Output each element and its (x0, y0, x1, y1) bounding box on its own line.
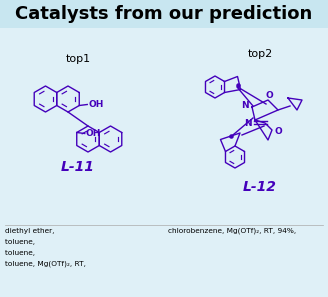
Text: chlorobenzene, Mg(OTf)₂, RT, 94%,: chlorobenzene, Mg(OTf)₂, RT, 94%, (168, 228, 298, 234)
Text: Catalysts from our prediction: Catalysts from our prediction (15, 5, 313, 23)
Text: diethyl ether,: diethyl ether, (5, 228, 57, 234)
Text: toluene,: toluene, (5, 250, 37, 256)
Text: OH: OH (88, 100, 104, 109)
Text: OH: OH (86, 129, 101, 138)
Text: N: N (241, 102, 249, 110)
Text: N: N (244, 119, 252, 127)
Text: O: O (274, 127, 282, 137)
FancyBboxPatch shape (0, 0, 328, 28)
Text: top1: top1 (66, 54, 91, 64)
Text: O: O (265, 91, 273, 99)
Point (229, 134, 234, 139)
Text: toluene, Mg(OTf)₂, RT,: toluene, Mg(OTf)₂, RT, (5, 261, 88, 267)
Text: toluene,: toluene, (5, 239, 37, 245)
Point (236, 83, 241, 87)
Text: top2: top2 (247, 49, 273, 59)
Text: L-12: L-12 (243, 180, 277, 194)
Text: L-11: L-11 (61, 160, 95, 174)
